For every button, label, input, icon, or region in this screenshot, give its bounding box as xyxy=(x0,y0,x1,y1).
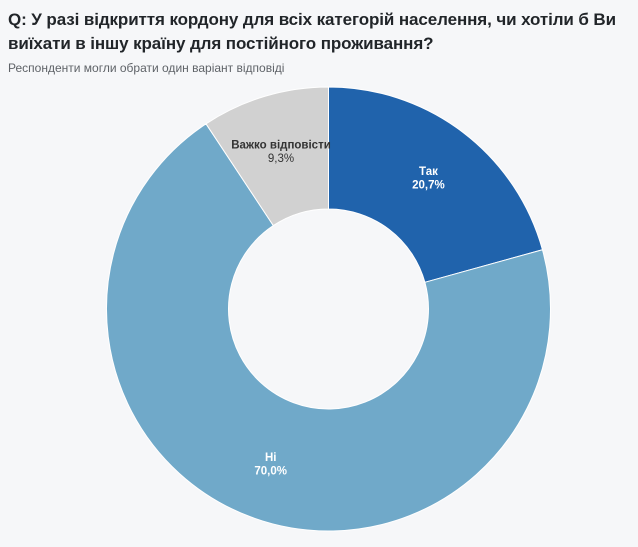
chart-subtitle: Респонденти могли обрати один варіант ві… xyxy=(8,61,285,75)
pie-slice-yes[interactable] xyxy=(328,86,543,283)
slice-label-hard-to-answer: Важко відповісти 9,3% xyxy=(231,140,331,166)
chart-title: Q: У разі відкриття кордону для всіх кат… xyxy=(8,10,616,53)
pie-slice-no[interactable] xyxy=(106,123,551,532)
pie-slice-hard-to-answer[interactable] xyxy=(205,86,329,227)
slice-label-no: Ні 70,0% xyxy=(254,452,287,478)
chart-header: Q: У разі відкриття кордону для всіх кат… xyxy=(0,0,638,75)
slice-label-yes: Так 20,7% xyxy=(412,166,445,192)
